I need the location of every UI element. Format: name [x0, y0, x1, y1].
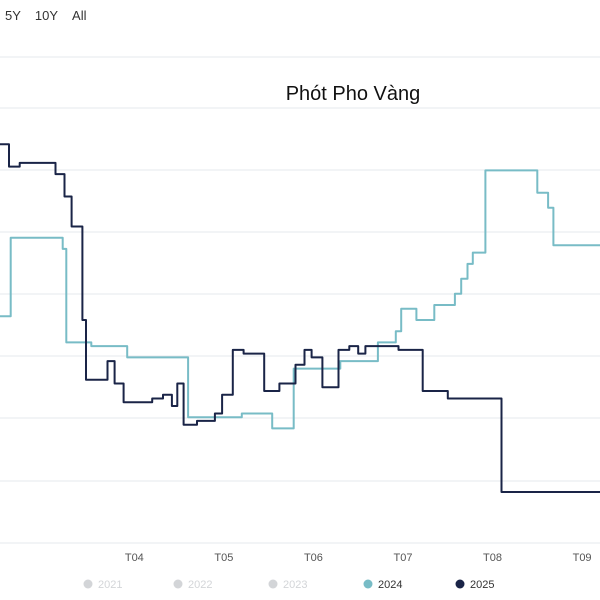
legend-label: 2022 [188, 579, 212, 591]
legend-item-2025[interactable]: 2025 [455, 579, 495, 591]
chart-title: Phót Pho Vàng [286, 83, 421, 105]
legend-marker [268, 579, 278, 589]
legend-label: 2025 [470, 579, 494, 591]
x-axis-ticks: T04 T05 T06 T07 T08 T09 [125, 552, 592, 564]
legend-item-2023[interactable]: 2023 [268, 579, 308, 591]
series-line-2025 [0, 143, 600, 493]
legend-marker [363, 579, 373, 589]
series-line-2024 [0, 169, 600, 430]
x-tick-label: T06 [304, 552, 323, 564]
legend-label: 2024 [378, 579, 402, 591]
x-tick-label: T04 [125, 552, 144, 564]
range-10y-button[interactable]: 10Y [34, 8, 59, 23]
legend-label: 2023 [283, 579, 307, 591]
legend-marker [83, 579, 93, 589]
x-tick-label: T05 [214, 552, 233, 564]
range-all-button[interactable]: All [72, 8, 87, 23]
legend: 2021 2022 2023 2024 2025 [83, 579, 495, 591]
series-lines [0, 143, 600, 493]
range-selector: 5Y 10Y All [0, 4, 92, 28]
legend-marker [455, 579, 465, 589]
x-tick-label: T07 [394, 552, 413, 564]
legend-item-2021[interactable]: 2021 [83, 579, 123, 591]
legend-label: 2021 [98, 579, 122, 591]
legend-item-2022[interactable]: 2022 [173, 579, 213, 591]
x-tick-label: T08 [483, 552, 502, 564]
x-tick-label: T09 [573, 552, 592, 564]
grid-lines [0, 56, 600, 544]
range-5y-button[interactable]: 5Y [5, 8, 21, 23]
legend-item-2024[interactable]: 2024 [363, 579, 403, 591]
legend-marker [173, 579, 183, 589]
